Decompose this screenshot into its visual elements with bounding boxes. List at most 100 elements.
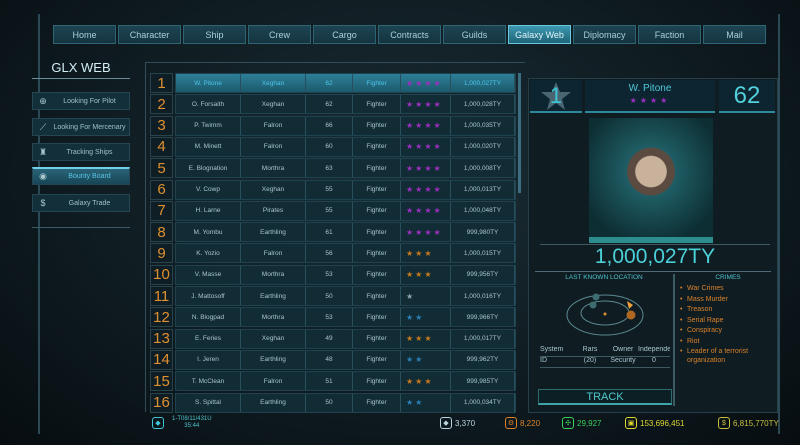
- cell-name: J. Mattosoff: [176, 287, 241, 305]
- resource-value: 3,370: [455, 418, 476, 428]
- track-button[interactable]: TRACK: [538, 389, 672, 405]
- table-row[interactable]: 12 N. Blogpad Morthra 53 Fighter ★★ 999,966TY: [150, 307, 517, 328]
- crime-item: • War Crimes: [680, 284, 776, 293]
- bullet-icon: •: [680, 348, 683, 355]
- tab-diplomacy[interactable]: Diplomacy: [573, 25, 636, 44]
- rank-number: 11: [150, 286, 173, 306]
- top-nav: Home Character Ship Crew Cargo Contracts…: [53, 25, 766, 44]
- rank-number: 12: [150, 307, 173, 328]
- system-map: [566, 293, 644, 336]
- cell-level: 61: [306, 223, 353, 242]
- table-row[interactable]: 2 O. Forsaith Xeghan 62 Fighter ★★★★ 1,000,028…: [150, 94, 517, 115]
- game-date: 1-T08/11/431U: [172, 416, 212, 422]
- cell-race: Morthra: [241, 159, 306, 178]
- bullet-icon: •: [680, 316, 683, 324]
- tab-character[interactable]: Character: [118, 25, 181, 44]
- table-row[interactable]: 8 M. Yombu Earthling 61 Fighter ★★★★ 999,980TY: [150, 222, 517, 243]
- cell-class: Fighter: [353, 137, 401, 156]
- tab-crew[interactable]: Crew: [248, 25, 311, 44]
- rating-stars: ★★★★: [401, 137, 451, 156]
- cell-level: 56: [306, 244, 353, 263]
- sidebar-item-bounty-board[interactable]: ◉ Bounty Board: [32, 167, 130, 185]
- cell-class: Fighter: [353, 159, 401, 178]
- table-row[interactable]: 4 M. Minett Falron 60 Fighter ★★★★ 1,000,020TY: [150, 136, 517, 157]
- cell-name: S. Spittal: [176, 393, 241, 412]
- rating-stars: ★★★★: [401, 159, 451, 178]
- security-label: Security: [610, 357, 636, 364]
- crystal-icon: ◆: [440, 417, 452, 429]
- crime-item: • Conspiracy: [680, 326, 776, 335]
- detail-vertical-divider: [673, 274, 675, 406]
- cell-level: 62: [306, 74, 353, 92]
- cell-bounty: 999,985TY: [451, 372, 515, 391]
- tab-mail[interactable]: Mail: [703, 25, 766, 44]
- table-row[interactable]: 5 E. Blognation Morthra 63 Fighter ★★★★ 1,000,…: [150, 158, 517, 179]
- table-row[interactable]: 6 V. Cowp Xeghan 55 Fighter ★★★★ 1,000,013TY: [150, 179, 517, 200]
- cell-name: O. Forsaith: [176, 95, 241, 114]
- table-row[interactable]: 1 W. Pitone Xeghan 62 Fighter ★★★★ 1,000,027TY: [150, 73, 517, 93]
- rank-number: 7: [150, 200, 173, 221]
- sidebar-item-looking-for-mercenary[interactable]: ⟋ Looking For Mercenary: [32, 118, 130, 136]
- cell-class: Fighter: [353, 95, 401, 114]
- table-row[interactable]: 7 H. Larne Pirates 55 Fighter ★★★★ 1,000,048TY: [150, 200, 517, 221]
- crime-item: • Treason: [680, 305, 776, 314]
- table-row[interactable]: 14 I. Jeren Earthling 48 Fighter ★★ 999,962TY: [150, 349, 517, 370]
- cell-race: Earthling: [241, 393, 306, 412]
- rank-number: 13: [150, 328, 173, 349]
- bounty-table-frame: [145, 62, 525, 412]
- tab-galaxy-web[interactable]: Galaxy Web: [508, 25, 571, 44]
- table-row[interactable]: 15 T. McClean Falron 51 Fighter ★★★ 999,985TY: [150, 371, 517, 392]
- cell-name: I. Jeren: [176, 350, 241, 369]
- tab-home[interactable]: Home: [53, 25, 116, 44]
- rating-stars: ★★★: [401, 329, 451, 348]
- sidebar-title: GLX WEB: [32, 60, 130, 79]
- cell-level: 63: [306, 159, 353, 178]
- bullet-icon: •: [680, 306, 683, 313]
- cell-bounty: 999,962TY: [451, 350, 515, 369]
- table-row[interactable]: 13 E. Feries Xeghan 49 Fighter ★★★ 1,000,017TY: [150, 328, 517, 349]
- status-bar: ◆ 1-T08/11/431U 35:44 ◆ 3,370 ⚙ 8,220 ✣ 29,92…: [140, 412, 785, 434]
- tab-ship[interactable]: Ship: [183, 25, 246, 44]
- tab-faction[interactable]: Faction: [638, 25, 701, 44]
- tab-cargo[interactable]: Cargo: [313, 25, 376, 44]
- gear-icon: ⚙: [505, 417, 517, 429]
- table-row[interactable]: 16 S. Spittal Earthling 50 Fighter ★★ 1,000,03…: [150, 392, 517, 413]
- cell-class: Fighter: [353, 116, 401, 135]
- cell-race: Xeghan: [241, 74, 306, 92]
- bullet-icon: •: [680, 327, 683, 334]
- table-scrollbar[interactable]: [518, 73, 521, 193]
- cargo-icon: ▣: [625, 417, 637, 429]
- cell-class: Fighter: [353, 287, 401, 305]
- credits-icon: $: [718, 417, 730, 429]
- table-row[interactable]: 10 V. Masse Morthra 53 Fighter ★★★ 999,956TY: [150, 264, 517, 285]
- cell-name: V. Masse: [176, 265, 241, 284]
- table-row[interactable]: 3 P. Twimm Falron 66 Fighter ★★★★ 1,000,035TY: [150, 115, 517, 136]
- cell-class: Fighter: [353, 308, 401, 327]
- tab-contracts[interactable]: Contracts: [378, 25, 441, 44]
- table-row[interactable]: 11 J. Mattosoff Earthling 50 Fighter ★ 1,000,0…: [150, 286, 517, 306]
- sidebar-item-galaxy-trade[interactable]: $ Galaxy Trade: [32, 194, 130, 212]
- sidebar-item-tracking-ships[interactable]: ♜ Tracking Ships: [32, 143, 130, 161]
- cell-level: 48: [306, 350, 353, 369]
- resource-crystal: ◆ 3,370: [440, 417, 475, 429]
- resource-value: 153,696,451: [640, 418, 685, 428]
- cell-name: M. Minett: [176, 137, 241, 156]
- resource-credits: $6,815,770TY: [718, 417, 779, 429]
- crimes-list: CRIMES • War Crimes • Mass Murder • Treason • S…: [680, 274, 776, 367]
- bounty-icon: ◉: [39, 171, 47, 181]
- cell-race: Falron: [241, 116, 306, 135]
- table-row[interactable]: 9 K. Yozio Falron 56 Fighter ★★★ 1,000,015TY: [150, 243, 517, 264]
- cell-bounty: 1,000,034TY: [451, 393, 515, 412]
- tab-guilds[interactable]: Guilds: [443, 25, 506, 44]
- crime-item: • Mass Murder: [680, 295, 776, 304]
- cell-name: N. Blogpad: [176, 308, 241, 327]
- sidebar-item-looking-for-pilot[interactable]: ⊕ Looking For Pilot: [32, 92, 130, 110]
- cell-name: E. Feries: [176, 329, 241, 348]
- crime-item: • Serial Rape: [680, 316, 776, 325]
- cell-class: Fighter: [353, 372, 401, 391]
- cell-class: Fighter: [353, 74, 401, 92]
- cell-race: Xeghan: [241, 180, 306, 199]
- cell-bounty: 1,000,016TY: [451, 287, 515, 305]
- id-value: (20): [583, 357, 597, 364]
- rank-number: 1: [549, 82, 563, 108]
